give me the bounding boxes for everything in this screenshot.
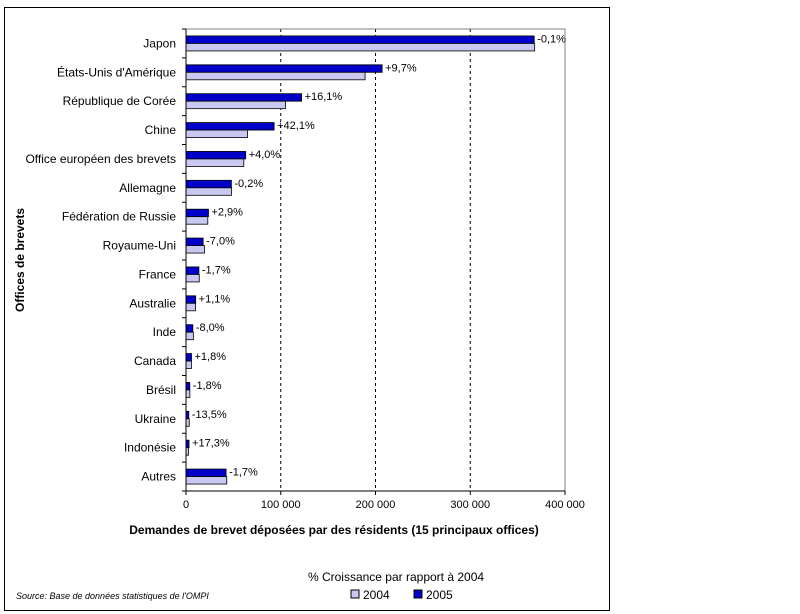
bar-2005 xyxy=(185,237,204,246)
bars xyxy=(185,35,536,485)
category-label: Autres xyxy=(141,470,176,484)
growth-label: -8,0% xyxy=(196,322,225,334)
growth-label: -1,7% xyxy=(229,467,258,479)
category-label: Brésil xyxy=(146,383,176,397)
bar-2004 xyxy=(185,360,192,369)
category-label: Canada xyxy=(134,354,176,368)
bar-2005 xyxy=(185,324,194,333)
bar-2005 xyxy=(185,151,247,160)
legend-swatch-2004 xyxy=(350,589,360,599)
y-axis-title: Offices de brevets xyxy=(13,208,27,312)
bar-2005 xyxy=(185,382,191,391)
bar-2004 xyxy=(185,245,205,254)
bar-2004 xyxy=(185,331,194,341)
category-label: République de Corée xyxy=(63,94,177,108)
growth-label: +17,3% xyxy=(192,438,230,450)
bar-2004 xyxy=(185,43,536,52)
growth-label: -7,0% xyxy=(206,236,235,248)
legend-label-2004: 2004 xyxy=(363,588,390,602)
growth-label: +1,1% xyxy=(199,293,231,305)
legend-swatch-2005 xyxy=(413,589,423,599)
category-labels: Japon États-Unis d'Amérique République de … xyxy=(25,28,186,492)
growth-label: -1,7% xyxy=(202,264,231,276)
x-tick-labels: 0 100 000 200 000 300 000 400 000 xyxy=(183,491,585,511)
bar-2004 xyxy=(185,216,209,225)
category-label: Office européen des brevets xyxy=(25,152,176,166)
category-label: Ukraine xyxy=(135,412,177,426)
bar-2005 xyxy=(185,64,383,73)
growth-label: +42,1% xyxy=(277,120,315,132)
bar-2004 xyxy=(185,71,366,81)
category-label: France xyxy=(139,267,177,281)
growth-label: +16,1% xyxy=(305,91,343,103)
category-label: Chine xyxy=(145,123,177,137)
category-label: Royaume-Uni xyxy=(103,239,176,253)
growth-labels: -0,1% +9,7% +16,1% +42,1% +4,0% -0,2% +2,9% -7,… xyxy=(192,33,566,478)
bar-2004 xyxy=(185,187,232,196)
x-axis-title: Demandes de brevet déposées par des rési… xyxy=(129,523,538,537)
x-tick-label: 100 000 xyxy=(261,499,301,511)
source-note: Source: Base de données statistiques de … xyxy=(16,591,209,601)
grid-lines xyxy=(280,29,471,491)
x-tick-label: 400 000 xyxy=(545,499,585,511)
x-tick-label: 300 000 xyxy=(450,499,490,511)
bar-2004 xyxy=(185,389,191,398)
category-label: Japon xyxy=(143,36,176,50)
legend-label-2005: 2005 xyxy=(426,588,453,602)
bar-2005 xyxy=(185,93,302,102)
bar-2004 xyxy=(185,476,228,485)
growth-label: +9,7% xyxy=(385,62,417,74)
bar-2005 xyxy=(185,122,275,131)
chart-frame xyxy=(4,7,610,611)
growth-label: +1,8% xyxy=(194,351,226,363)
category-label: Australie xyxy=(129,296,176,310)
category-label: États-Unis d'Amérique xyxy=(57,64,176,79)
legend: 2004 2005 xyxy=(350,588,453,602)
growth-label: +4,0% xyxy=(249,149,281,161)
bar-2005 xyxy=(185,179,232,189)
bar-2004 xyxy=(185,129,248,138)
bar-2004 xyxy=(185,302,196,312)
category-label: Indonésie xyxy=(124,441,176,455)
bar-2005 xyxy=(185,468,227,477)
bar-2005 xyxy=(185,266,200,275)
growth-label: -13,5% xyxy=(192,409,227,421)
legend-title: % Croissance par rapport à 2004 xyxy=(308,570,484,584)
bar-2004 xyxy=(185,100,286,110)
bar-2005 xyxy=(185,208,209,218)
x-tick-label: 200 000 xyxy=(356,499,396,511)
bar-2004 xyxy=(185,274,200,283)
category-label: Inde xyxy=(153,325,177,339)
growth-label: -1,8% xyxy=(193,380,222,392)
growth-label: -0,1% xyxy=(537,33,566,45)
bar-2005 xyxy=(185,35,535,44)
category-label: Allemagne xyxy=(119,181,176,195)
category-label: Fédération de Russie xyxy=(62,210,176,224)
bar-2005 xyxy=(185,295,197,304)
growth-label: -0,2% xyxy=(234,178,263,190)
bar-2004 xyxy=(185,158,245,167)
x-tick-label: 0 xyxy=(183,499,189,511)
growth-label: +2,9% xyxy=(211,207,243,219)
bar-2005 xyxy=(185,353,192,362)
